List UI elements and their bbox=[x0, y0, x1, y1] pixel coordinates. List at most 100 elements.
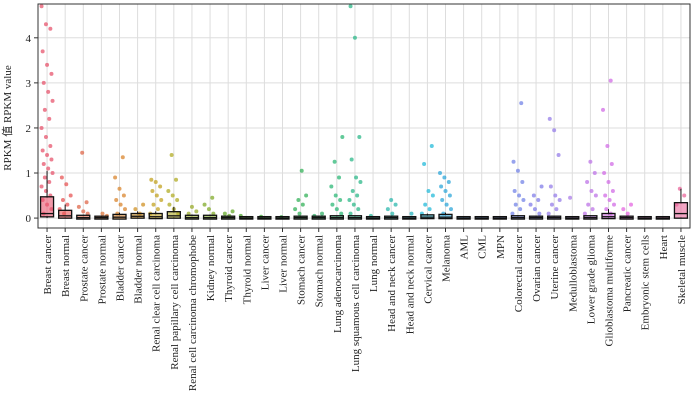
data-point bbox=[113, 175, 118, 180]
data-point bbox=[440, 198, 445, 203]
data-point bbox=[350, 189, 355, 194]
y-tick-label: 0 bbox=[26, 213, 32, 225]
x-tick-label: Embryonic stem cells bbox=[640, 235, 652, 330]
x-tick-label: Lower grade glioma bbox=[585, 235, 597, 324]
x-tick-label: Medulloblastoma bbox=[567, 235, 579, 312]
data-point bbox=[557, 198, 562, 203]
data-point bbox=[621, 207, 626, 212]
x-tick-label: Colorectal cancer bbox=[513, 235, 525, 313]
data-point bbox=[50, 98, 55, 103]
data-point bbox=[568, 195, 573, 200]
data-point bbox=[169, 152, 174, 157]
data-point bbox=[605, 143, 610, 148]
data-point bbox=[175, 198, 180, 203]
data-point bbox=[202, 202, 207, 207]
data-point bbox=[354, 175, 359, 180]
data-point bbox=[537, 211, 542, 216]
data-point bbox=[299, 168, 304, 173]
x-tick-label: Liver cancer bbox=[259, 235, 271, 291]
x-tick-label: Ovarian cancer bbox=[531, 235, 543, 302]
data-point bbox=[539, 184, 544, 189]
data-point bbox=[393, 202, 398, 207]
data-point bbox=[117, 186, 122, 191]
data-point bbox=[43, 22, 48, 27]
data-point bbox=[64, 182, 69, 187]
data-point bbox=[81, 209, 86, 214]
data-point bbox=[582, 211, 587, 216]
data-point bbox=[409, 211, 414, 216]
y-tick-label: 1 bbox=[26, 168, 32, 180]
data-point bbox=[429, 143, 434, 148]
data-point bbox=[589, 189, 594, 194]
data-point bbox=[449, 207, 453, 212]
x-tick-label: Uterine cancer bbox=[549, 235, 561, 300]
x-tick-label: Prostate normal bbox=[96, 235, 108, 304]
y-tick-label: 2 bbox=[26, 123, 32, 135]
data-point bbox=[65, 202, 70, 207]
x-tick-label: Renal clear cell carcinoma bbox=[151, 235, 163, 352]
data-point bbox=[511, 159, 516, 164]
data-point bbox=[352, 35, 357, 40]
data-point bbox=[222, 211, 227, 216]
data-point bbox=[422, 162, 427, 166]
data-point bbox=[588, 159, 593, 164]
x-tick-label: Head and neck cancer bbox=[386, 235, 398, 332]
x-tick-label: Thyroid normal bbox=[241, 235, 253, 304]
data-point bbox=[211, 211, 216, 216]
data-point bbox=[389, 198, 394, 203]
data-point bbox=[114, 198, 119, 203]
data-point bbox=[43, 134, 48, 139]
y-tick-label: 3 bbox=[26, 78, 32, 90]
data-point bbox=[554, 207, 559, 212]
data-point bbox=[80, 150, 85, 155]
data-point bbox=[166, 189, 171, 194]
data-point bbox=[206, 207, 211, 212]
x-tick-label: Heart bbox=[658, 235, 670, 259]
data-point bbox=[602, 171, 607, 176]
data-point bbox=[426, 189, 431, 194]
data-point bbox=[510, 211, 515, 216]
x-tick-label: Cervical cancer bbox=[422, 235, 434, 304]
data-point bbox=[552, 128, 557, 133]
data-point bbox=[682, 193, 687, 198]
data-point bbox=[39, 125, 44, 130]
data-point bbox=[446, 180, 451, 185]
data-point bbox=[338, 198, 343, 203]
data-point bbox=[608, 78, 613, 83]
data-point bbox=[41, 162, 46, 166]
data-point bbox=[532, 207, 537, 212]
x-tick-label: Head and neck normal bbox=[404, 235, 416, 334]
x-tick-label: Melanoma bbox=[441, 235, 453, 282]
data-point bbox=[49, 71, 54, 76]
plot-area bbox=[38, 4, 690, 228]
data-point bbox=[518, 207, 523, 212]
x-tick-label: Thyroid cancer bbox=[223, 235, 235, 302]
data-point bbox=[39, 4, 44, 9]
data-point bbox=[351, 202, 356, 207]
data-point bbox=[150, 189, 155, 194]
data-point bbox=[337, 175, 342, 180]
x-tick-label: MPN bbox=[495, 235, 507, 259]
data-point bbox=[133, 207, 138, 212]
data-point bbox=[48, 26, 53, 31]
data-point bbox=[59, 175, 64, 180]
box bbox=[148, 212, 163, 220]
data-point bbox=[439, 184, 444, 189]
data-point bbox=[609, 162, 614, 166]
data-point bbox=[141, 202, 146, 207]
data-point bbox=[447, 193, 452, 198]
x-tick-label: Renal cell carcinoma chromophobe bbox=[187, 235, 199, 391]
data-point bbox=[339, 211, 344, 216]
data-point bbox=[549, 202, 554, 207]
x-tick-label: Prostate cancer bbox=[78, 235, 90, 302]
data-point bbox=[513, 202, 518, 207]
data-point bbox=[592, 171, 597, 176]
box bbox=[601, 212, 616, 220]
data-point bbox=[158, 184, 163, 189]
box bbox=[166, 211, 181, 219]
data-point bbox=[625, 211, 630, 216]
data-point bbox=[547, 116, 552, 121]
data-point bbox=[586, 202, 591, 207]
data-point bbox=[60, 198, 65, 203]
